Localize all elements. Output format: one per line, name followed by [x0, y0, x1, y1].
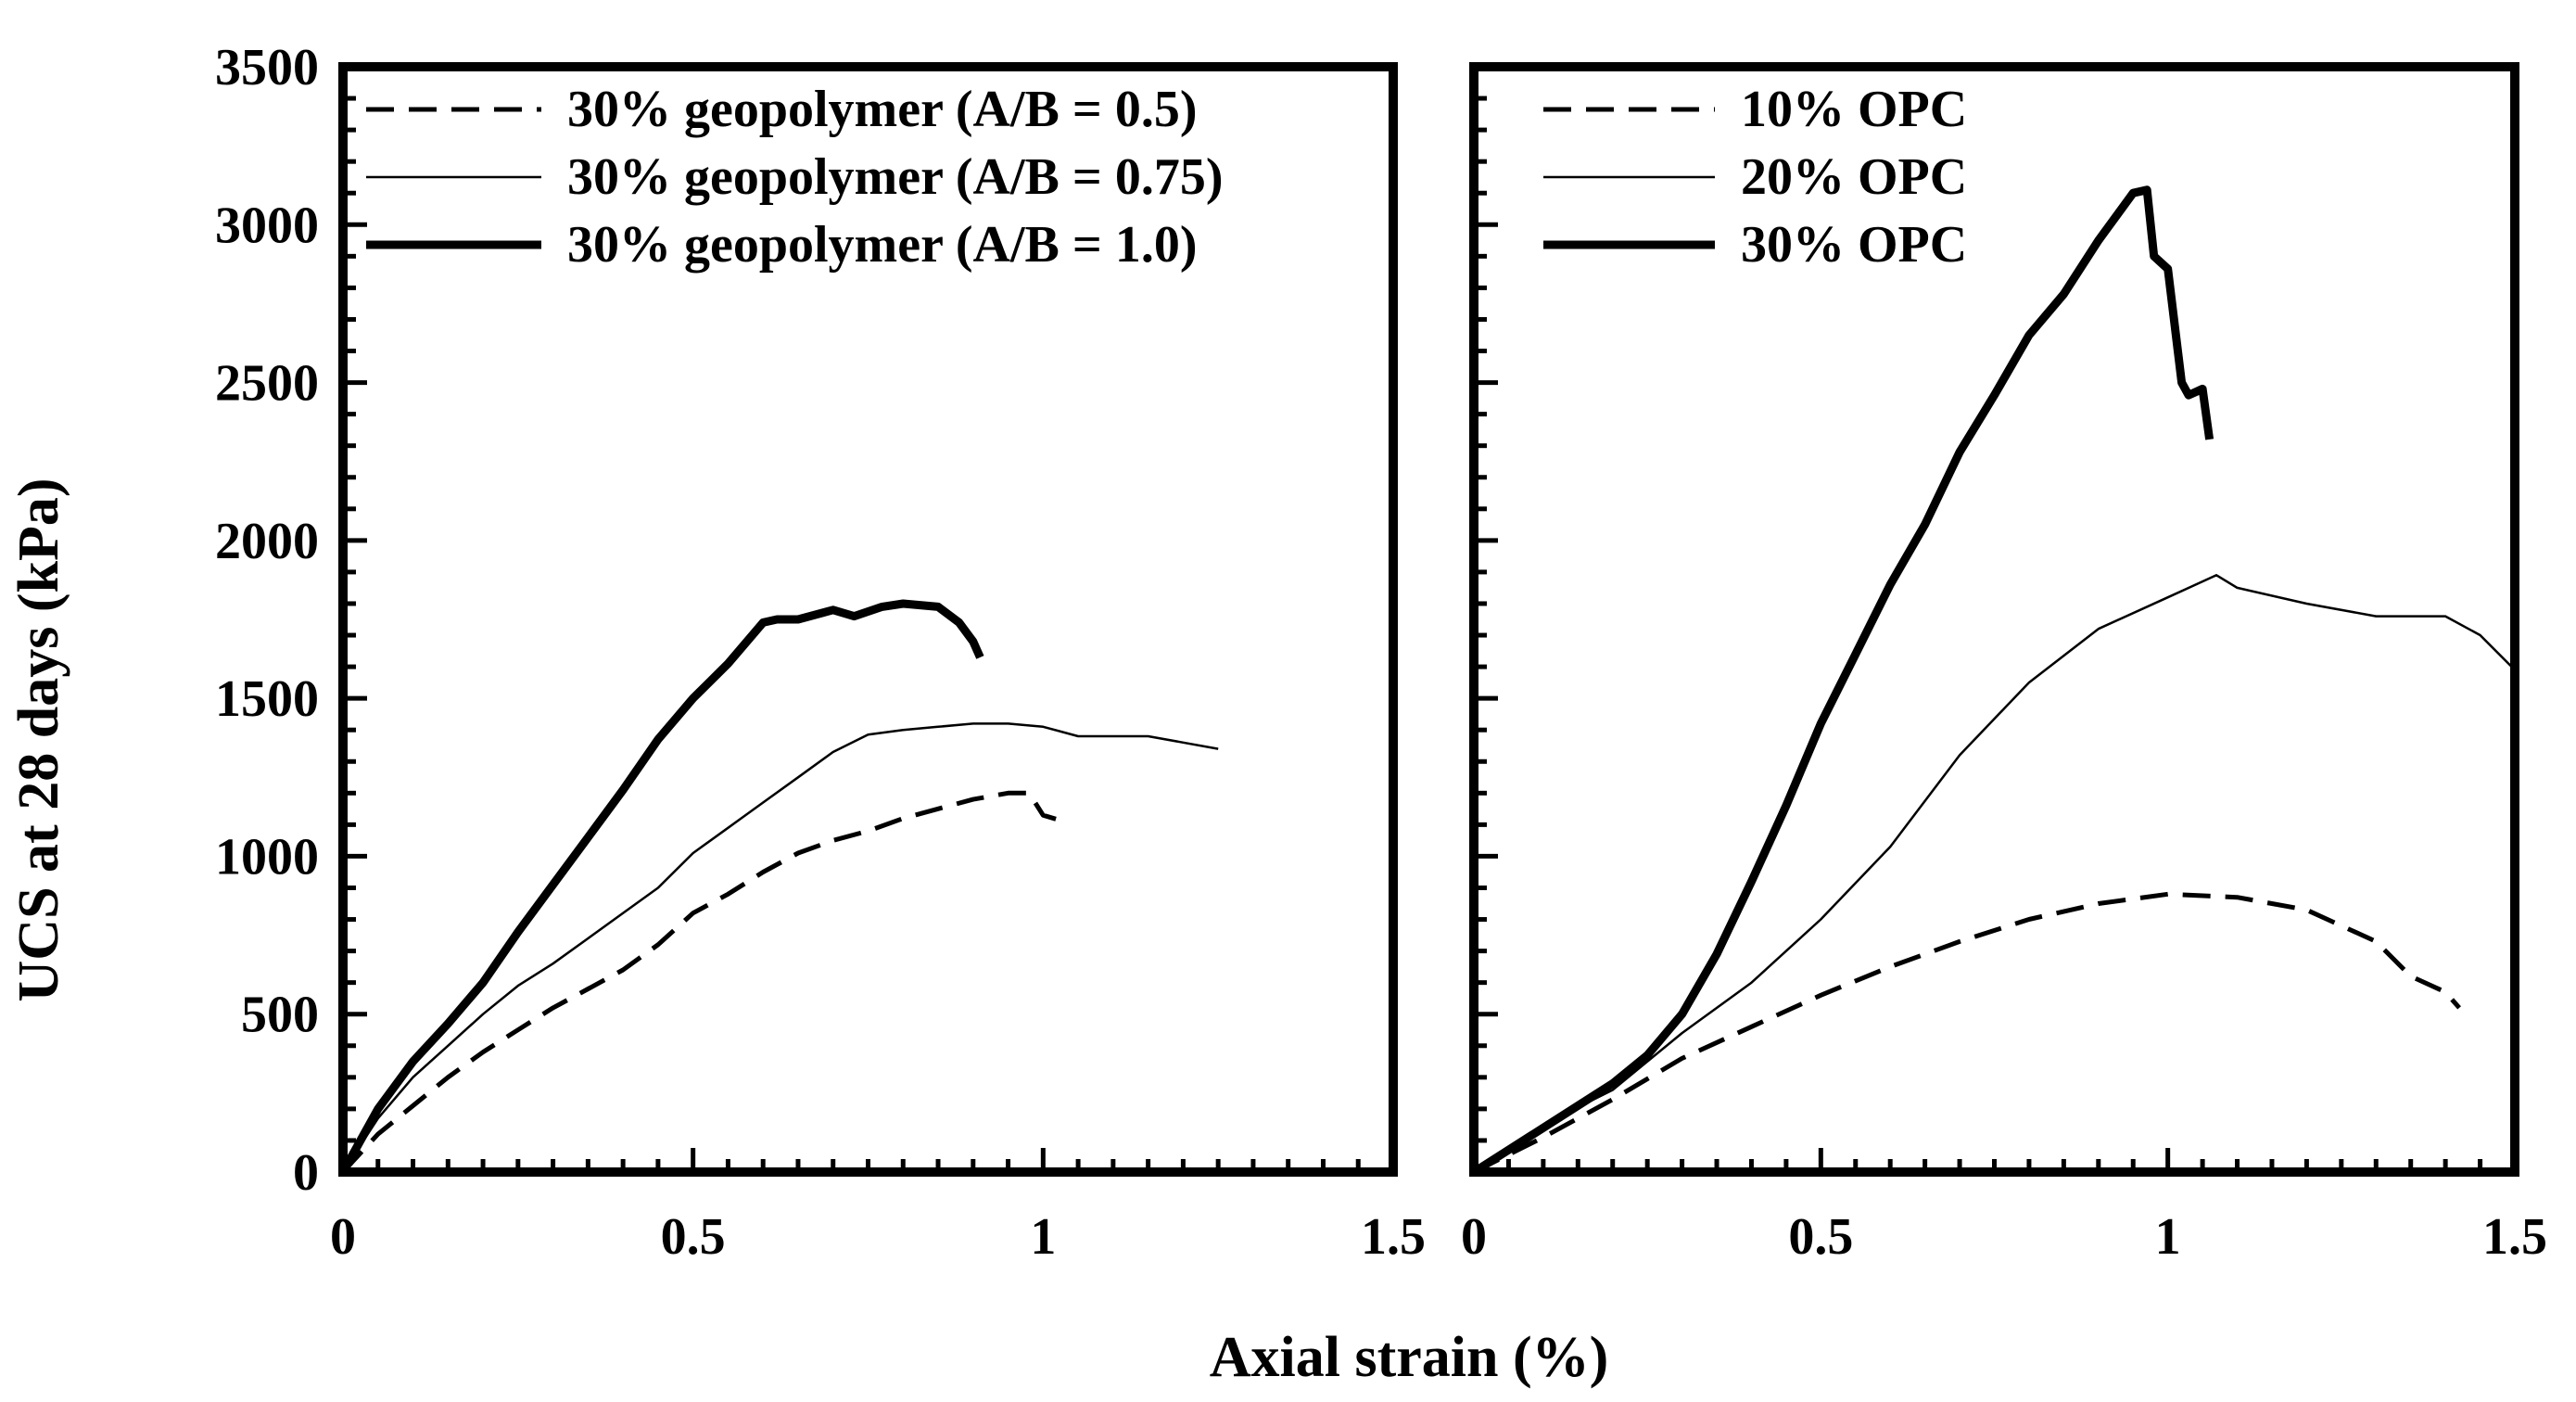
series-line-3 — [339, 599, 984, 1175]
x-tick-label: 0.5 — [661, 1208, 726, 1266]
x-tick-label: 0.5 — [1788, 1208, 1853, 1266]
legend-label: 30% geopolymer (A/B = 0.5) — [567, 81, 1197, 138]
x-tick-label: 1 — [1030, 1208, 1056, 1266]
series-line-1 — [1472, 891, 2461, 1175]
y-axis-title: UCS at 28 days (kPa) — [7, 478, 70, 1002]
series-line-1 — [341, 790, 1065, 1174]
y-tick-label: 500 — [241, 987, 319, 1044]
y-tick-label: 2500 — [215, 355, 319, 413]
x-tick-label: 1.5 — [2482, 1208, 2547, 1266]
x-tick-label: 1 — [2155, 1208, 2181, 1266]
plot-frame — [1469, 62, 2519, 1177]
series-line-3 — [1471, 185, 2214, 1176]
chart-panel-geopolymer: 0 0.5 1 1.5 0 500 1000 1500 2000 2500 3000 3500 30% … — [215, 39, 1426, 1266]
series-line-2 — [1473, 574, 2516, 1174]
x-tick-label: 0 — [1461, 1208, 1487, 1266]
series-line-2 — [341, 722, 1219, 1173]
x-tick-label: 0 — [330, 1208, 356, 1266]
legend-label: 30% geopolymer (A/B = 1.0) — [567, 216, 1197, 274]
y-tick-label: 3000 — [215, 197, 319, 254]
legend-label: 30% OPC — [1741, 216, 1967, 274]
y-tick-label: 1500 — [215, 670, 319, 728]
x-axis-title: Axial strain (%) — [1210, 1326, 1609, 1389]
x-tick-label: 1.5 — [1361, 1208, 1426, 1266]
legend-label: 30% geopolymer (A/B = 0.75) — [567, 148, 1223, 206]
legend-label: 20% OPC — [1741, 148, 1967, 206]
y-tick-label: 3500 — [215, 39, 319, 96]
y-tick-label: 2000 — [215, 513, 319, 570]
y-tick-label: 1000 — [215, 828, 319, 886]
chart-panel-opc: 0 0.5 1 1.5 10% OPC 20% OPC 30% OPC — [1461, 62, 2547, 1266]
y-tick-label: 0 — [293, 1144, 319, 1202]
legend-label: 10% OPC — [1741, 81, 1967, 138]
